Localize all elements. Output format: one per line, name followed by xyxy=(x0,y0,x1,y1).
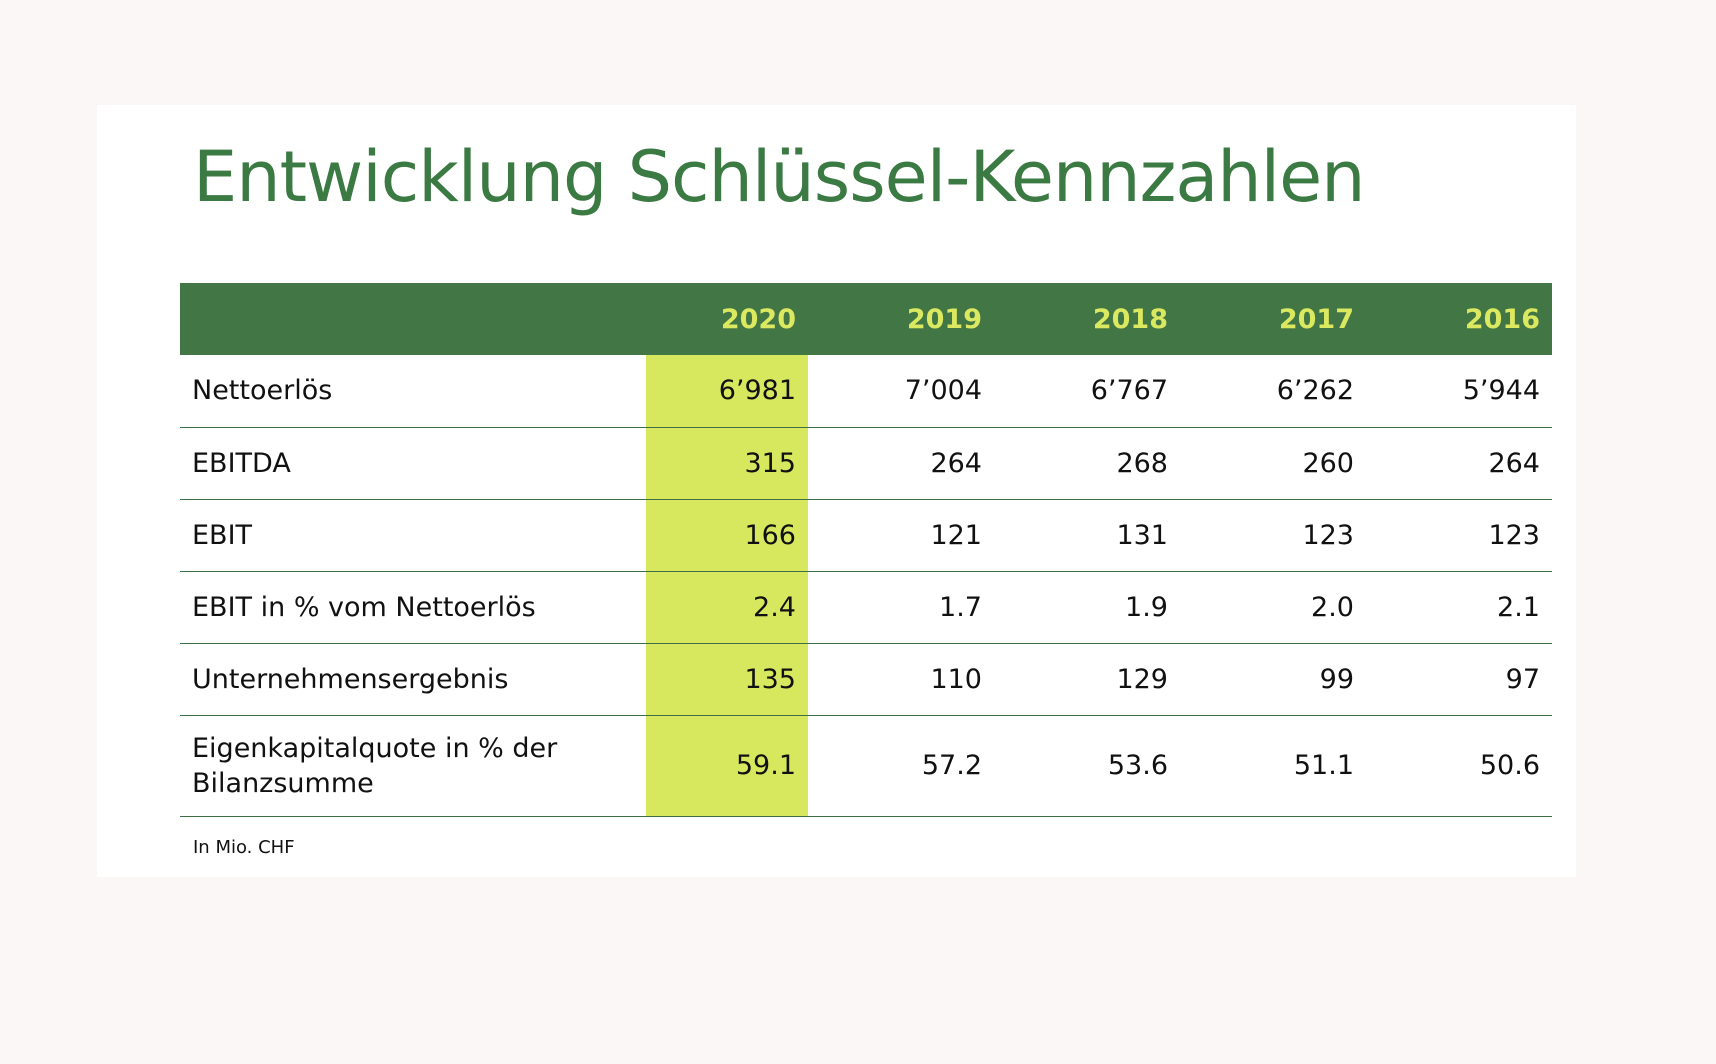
table-cell-highlighted: 6’981 xyxy=(646,355,808,427)
table-row: EBITDA 315 264 268 260 264 xyxy=(180,427,1552,499)
table-cell: 5’944 xyxy=(1462,375,1540,407)
table-cell: 131 xyxy=(1116,519,1168,551)
row-label: EBIT xyxy=(192,519,253,551)
table-cell-highlighted: 59.1 xyxy=(646,715,808,816)
key-figures-table: 2020 2019 2018 2017 2016 Nettoerlös 6’98… xyxy=(180,283,1552,817)
row-label: Nettoerlös xyxy=(192,375,333,407)
row-label: Eigenkapitalquote in % der Bilanzsumme xyxy=(192,732,558,799)
table-row: EBIT 166 121 131 123 123 xyxy=(180,499,1552,571)
table-cell: 7’004 xyxy=(904,375,982,407)
row-label: EBIT in % vom Nettoerlös xyxy=(192,591,536,623)
table-cell: 260 xyxy=(1302,447,1354,479)
table-cell: 6’767 xyxy=(1090,375,1168,407)
table-cell: 2.0 xyxy=(1311,591,1354,623)
table-cell: 1.7 xyxy=(939,591,982,623)
table-cell-highlighted: 166 xyxy=(646,499,808,571)
table-cell: 268 xyxy=(1116,447,1168,479)
table-cell: 99 xyxy=(1319,663,1354,695)
table-cell: 123 xyxy=(1302,519,1354,551)
table-row: Unternehmensergebnis 135 110 129 99 97 xyxy=(180,643,1552,715)
table-cell: 110 xyxy=(930,663,982,695)
table-row: Nettoerlös 6’981 7’004 6’767 6’262 5’944 xyxy=(180,355,1552,427)
table-cell: 1.9 xyxy=(1125,591,1168,623)
table-cell-highlighted: 135 xyxy=(646,643,808,715)
table-cell-highlighted: 315 xyxy=(646,427,808,499)
table-cell: 51.1 xyxy=(1293,750,1354,781)
table-header-row: 2020 2019 2018 2017 2016 xyxy=(180,283,1552,355)
table-cell: 57.2 xyxy=(921,750,982,781)
key-figures-card: Entwicklung Schlüssel-Kennzahlen 2020 20… xyxy=(97,105,1576,877)
row-label: Unternehmensergebnis xyxy=(192,663,509,695)
column-header-2019: 2019 xyxy=(906,303,982,335)
table-cell: 6’262 xyxy=(1276,375,1354,407)
table-cell: 97 xyxy=(1505,663,1540,695)
table-cell: 121 xyxy=(930,519,982,551)
table-row: EBIT in % vom Nettoerlös 2.4 1.7 1.9 2.0… xyxy=(180,571,1552,643)
column-header-label xyxy=(180,283,646,355)
column-header-2020: 2020 xyxy=(720,303,796,335)
table-cell: 50.6 xyxy=(1479,750,1540,781)
column-header-2017: 2017 xyxy=(1278,303,1354,335)
table-cell: 264 xyxy=(930,447,982,479)
page-title: Entwicklung Schlüssel-Kennzahlen xyxy=(193,136,1366,218)
table-cell: 123 xyxy=(1488,519,1540,551)
row-label: EBITDA xyxy=(192,447,291,479)
table-cell: 129 xyxy=(1116,663,1168,695)
footnote-unit: In Mio. CHF xyxy=(193,837,295,858)
table-cell: 53.6 xyxy=(1107,750,1168,781)
table-cell: 2.1 xyxy=(1497,591,1540,623)
table-row: Eigenkapitalquote in % der Bilanzsumme 5… xyxy=(180,715,1552,816)
column-header-2016: 2016 xyxy=(1464,303,1540,335)
table-cell-highlighted: 2.4 xyxy=(646,571,808,643)
table-cell: 264 xyxy=(1488,447,1540,479)
column-header-2018: 2018 xyxy=(1092,303,1168,335)
